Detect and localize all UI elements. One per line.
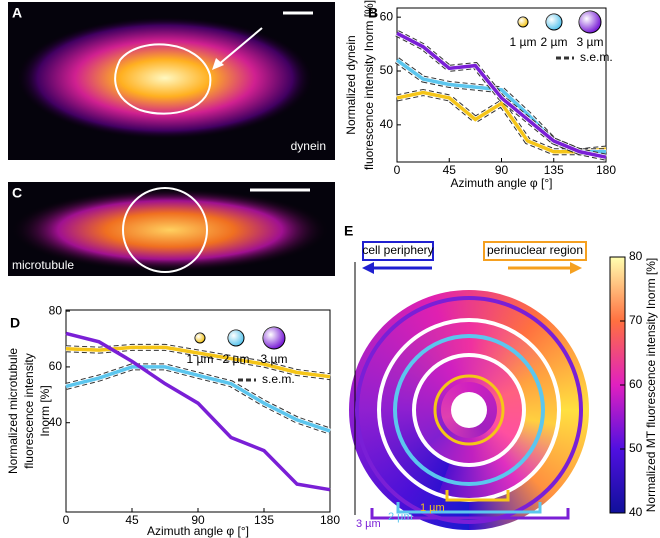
colorbar-label: Normalized MT fluorescence intensity Ino… — [644, 258, 658, 513]
series-line — [396, 90, 607, 154]
legend-shine — [263, 327, 285, 349]
scale-bracket — [396, 502, 542, 514]
x-tick-label: 45 — [443, 163, 457, 177]
y-axis-label: fluorescence intensity Inorm [%] — [362, 0, 376, 170]
arrow-label: perinuclear region — [487, 243, 583, 257]
nucleus-outline — [114, 43, 212, 115]
legend-label: 3 µm — [577, 35, 604, 49]
series-line — [396, 31, 607, 159]
legend-label: 1 µm — [187, 352, 214, 366]
label-box — [483, 241, 587, 261]
nucleus-outline — [122, 187, 208, 273]
arrow-head — [362, 262, 374, 274]
x-tick-label: 0 — [63, 513, 70, 527]
legend-shine — [579, 11, 601, 33]
arrow — [217, 27, 263, 66]
y-axis-label: fluorescence intensity — [22, 353, 36, 468]
x-tick-label: 0 — [394, 163, 401, 177]
panel-label: D — [10, 315, 20, 331]
y-axis-label: Normalized dynein — [344, 35, 358, 134]
y-axis-label: Normalized microtubule — [6, 348, 20, 474]
x-tick-label: 180 — [596, 163, 616, 177]
scale-label: 3 µm — [356, 518, 381, 530]
colorbar-tick-label: 50 — [629, 441, 643, 455]
panel-label: E — [344, 223, 353, 239]
scale-label: 2 µm — [388, 511, 413, 523]
y-tick-label: 40 — [49, 415, 63, 429]
label-box — [362, 241, 434, 261]
arrow-head — [212, 58, 224, 70]
legend-label: 2 µm — [541, 35, 568, 49]
x-tick-label: 90 — [191, 513, 205, 527]
panel-label: C — [12, 185, 22, 201]
colorbar-tick-label: 70 — [629, 313, 643, 327]
y-tick-label: 60 — [49, 359, 63, 373]
colorbar-tick-label: 40 — [629, 505, 643, 519]
scale-bracket — [445, 490, 510, 502]
x-axis-label: Azimuth angle φ [°] — [147, 524, 249, 538]
y-tick-label: 80 — [49, 303, 63, 317]
x-tick-label: 135 — [544, 163, 564, 177]
y-axis-label: Inorm [%] — [38, 385, 52, 436]
legend-label: s.e.m. — [580, 50, 613, 64]
scale-label: 1 µm — [420, 502, 445, 514]
x-tick-label: 45 — [125, 513, 139, 527]
arrow-label: cell periphery — [362, 243, 433, 257]
y-tick-label: 40 — [380, 117, 394, 131]
series-line — [65, 365, 331, 433]
x-axis-label: Azimuth angle φ [°] — [451, 176, 553, 190]
legend-shine — [195, 333, 205, 343]
x-tick-label: 135 — [254, 513, 274, 527]
legend-label: s.e.m. — [262, 372, 295, 386]
plot-frame — [396, 7, 607, 163]
legend-shine — [546, 14, 562, 30]
colorbar-tick-label: 60 — [629, 377, 643, 391]
x-tick-label: 90 — [495, 163, 509, 177]
ring-overlay — [355, 296, 583, 524]
legend-shine — [228, 330, 244, 346]
panel-label: A — [12, 5, 22, 21]
arrow-head — [570, 262, 582, 274]
scale-bracket — [370, 508, 570, 520]
legend-label: 1 µm — [510, 35, 537, 49]
legend-label: 3 µm — [261, 352, 288, 366]
cell-signal — [15, 16, 315, 140]
series-line — [65, 331, 331, 492]
y-tick-label: 60 — [380, 9, 394, 23]
stain-label: dynein — [291, 139, 326, 153]
y-tick-label: 50 — [380, 63, 394, 77]
stain-label: microtubule — [12, 258, 74, 272]
legend-label: 2 µm — [223, 352, 250, 366]
legend-shine — [518, 17, 528, 27]
cell-signal — [10, 188, 330, 272]
colorbar-tick-label: 80 — [629, 249, 643, 263]
x-tick-label: 180 — [320, 513, 340, 527]
panel-label: B — [368, 5, 378, 21]
